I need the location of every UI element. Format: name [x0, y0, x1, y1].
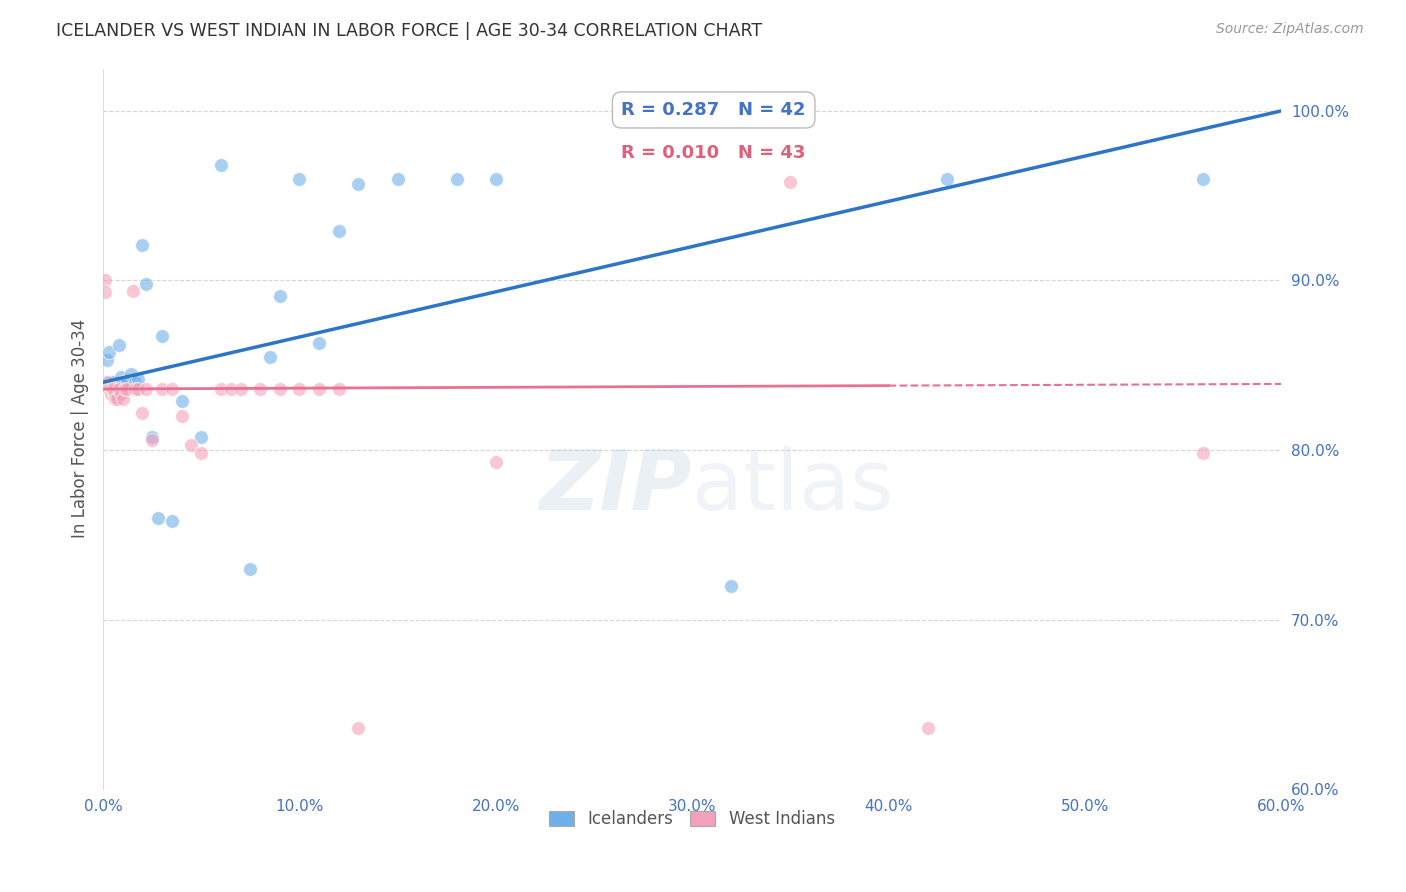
West Indians	[98, 378, 121, 392]
Icelanders	[104, 378, 127, 392]
West Indians	[104, 387, 127, 401]
Icelanders	[446, 171, 468, 186]
West Indians	[101, 382, 124, 396]
West Indians	[308, 382, 330, 396]
Icelanders	[114, 376, 136, 390]
West Indians	[108, 382, 131, 396]
Icelanders	[108, 338, 131, 352]
West Indians	[105, 392, 128, 407]
West Indians	[209, 382, 232, 396]
West Indians	[96, 376, 118, 390]
West Indians	[485, 455, 508, 469]
West Indians	[219, 382, 242, 396]
Icelanders	[347, 177, 370, 191]
Icelanders	[98, 376, 121, 390]
West Indians	[1191, 446, 1213, 460]
West Indians	[127, 382, 149, 396]
Icelanders	[111, 376, 134, 390]
Icelanders	[110, 370, 132, 384]
West Indians	[229, 382, 252, 396]
West Indians	[135, 382, 157, 396]
Icelanders	[96, 353, 118, 368]
West Indians	[150, 382, 173, 396]
Icelanders	[98, 344, 121, 359]
Icelanders	[150, 329, 173, 343]
West Indians	[121, 284, 143, 298]
Icelanders	[387, 171, 409, 186]
Icelanders	[209, 158, 232, 172]
West Indians	[269, 382, 291, 396]
Icelanders	[101, 376, 124, 390]
Icelanders	[936, 171, 959, 186]
Icelanders	[100, 376, 122, 390]
Icelanders	[101, 380, 124, 394]
West Indians	[288, 382, 311, 396]
Icelanders	[124, 376, 146, 390]
West Indians	[131, 406, 153, 420]
West Indians	[111, 392, 134, 407]
West Indians	[190, 446, 212, 460]
West Indians	[110, 387, 132, 401]
Icelanders	[141, 429, 163, 443]
Icelanders	[269, 289, 291, 303]
West Indians	[328, 382, 350, 396]
Legend: Icelanders, West Indians: Icelanders, West Indians	[543, 804, 841, 835]
Icelanders	[160, 514, 183, 528]
Icelanders	[115, 376, 138, 390]
Icelanders	[308, 336, 330, 351]
Icelanders	[131, 238, 153, 252]
West Indians	[141, 433, 163, 447]
West Indians	[94, 285, 117, 300]
Y-axis label: In Labor Force | Age 30-34: In Labor Force | Age 30-34	[72, 319, 89, 539]
West Indians	[100, 387, 122, 401]
West Indians	[115, 382, 138, 396]
Icelanders	[105, 389, 128, 403]
West Indians	[124, 382, 146, 396]
Icelanders	[146, 511, 169, 525]
West Indians	[917, 721, 939, 735]
Icelanders	[94, 378, 117, 392]
Icelanders	[1191, 171, 1213, 186]
Text: ZIP: ZIP	[540, 446, 692, 527]
Text: R = 0.010   N = 43: R = 0.010 N = 43	[621, 145, 806, 162]
Text: ICELANDER VS WEST INDIAN IN LABOR FORCE | AGE 30-34 CORRELATION CHART: ICELANDER VS WEST INDIAN IN LABOR FORCE …	[56, 22, 762, 40]
Icelanders	[190, 429, 212, 443]
West Indians	[160, 382, 183, 396]
Icelanders	[170, 393, 193, 408]
West Indians	[101, 384, 124, 398]
Icelanders	[135, 277, 157, 291]
Icelanders	[239, 562, 262, 576]
West Indians	[170, 409, 193, 424]
West Indians	[100, 382, 122, 396]
West Indians	[347, 721, 370, 735]
Icelanders	[288, 171, 311, 186]
Text: Source: ZipAtlas.com: Source: ZipAtlas.com	[1216, 22, 1364, 37]
West Indians	[180, 438, 202, 452]
Icelanders	[720, 579, 742, 593]
West Indians	[94, 273, 117, 287]
West Indians	[779, 175, 801, 189]
West Indians	[114, 382, 136, 396]
West Indians	[104, 392, 127, 407]
Icelanders	[127, 372, 149, 386]
West Indians	[98, 382, 121, 396]
West Indians	[249, 382, 271, 396]
Text: atlas: atlas	[692, 446, 894, 527]
Text: R = 0.287   N = 42: R = 0.287 N = 42	[621, 101, 806, 119]
Icelanders	[120, 367, 142, 381]
Icelanders	[485, 171, 508, 186]
Icelanders	[259, 350, 281, 364]
Icelanders	[328, 224, 350, 238]
